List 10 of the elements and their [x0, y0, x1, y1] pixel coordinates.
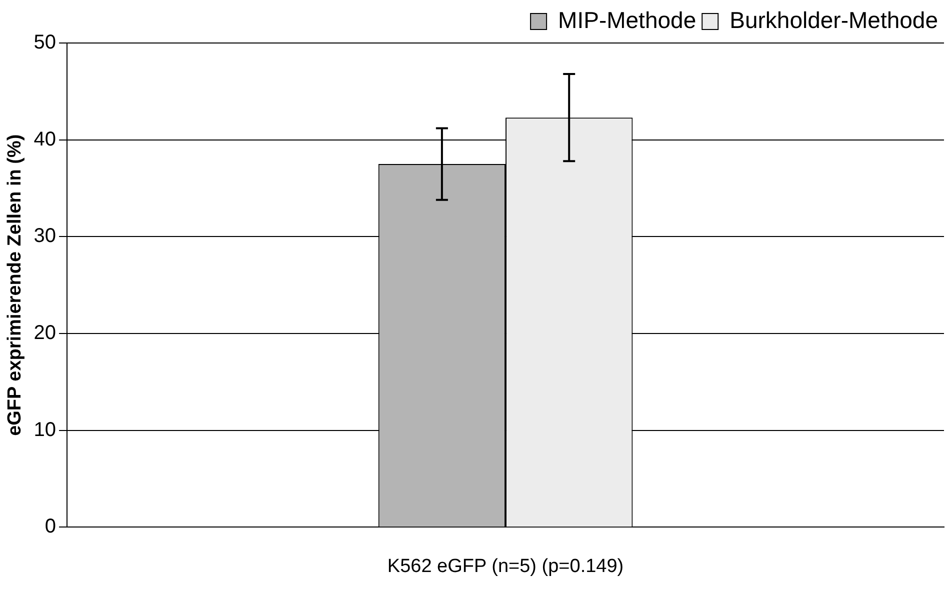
legend-label: MIP-Methode: [558, 6, 696, 33]
legend-label: Burkholder-Methode: [730, 6, 938, 33]
y-axis-title: eGFP exprimierende Zellen in (%): [4, 134, 26, 436]
x-tick-label: K562 eGFP (n=5) (p=0.149): [387, 556, 624, 577]
y-tick-label: 10: [34, 418, 56, 441]
y-tick-label: 40: [34, 128, 56, 150]
y-tick-label: 30: [34, 225, 56, 248]
y-tick-label: 0: [44, 516, 56, 538]
y-tick-label: 20: [34, 322, 56, 344]
y-tick-label: 50: [34, 32, 56, 54]
